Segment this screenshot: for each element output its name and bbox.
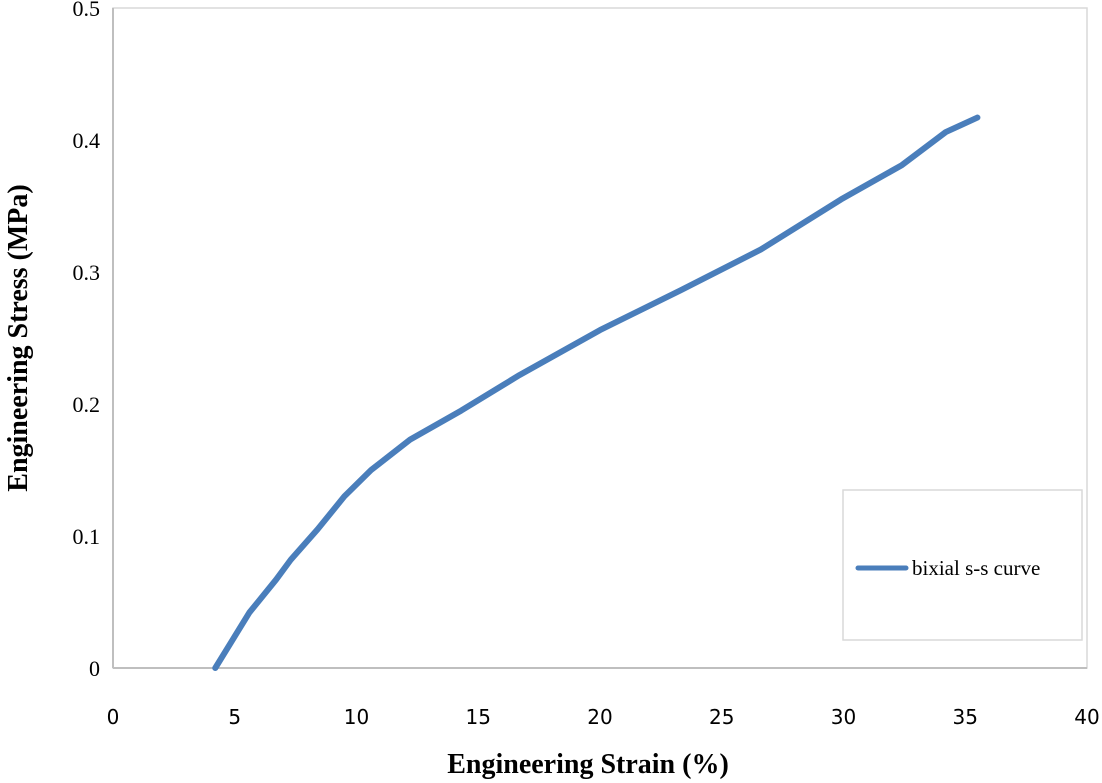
x-tick-label: 10 bbox=[344, 705, 369, 729]
series-line-0 bbox=[212, 114, 981, 671]
legend-box bbox=[842, 489, 1083, 641]
x-tick-label: 15 bbox=[466, 705, 491, 729]
x-tick-label: 35 bbox=[953, 705, 978, 729]
x-tick-label: 0 bbox=[107, 705, 120, 729]
y-axis-label: Engineering Stress (MPa) bbox=[3, 184, 34, 491]
y-tick-label: 0.4 bbox=[73, 128, 101, 153]
x-tick-label: 40 bbox=[1074, 705, 1099, 729]
x-tick-label: 25 bbox=[709, 705, 734, 729]
y-tick-label: 0.3 bbox=[73, 260, 101, 285]
x-tick-label: 20 bbox=[587, 705, 612, 729]
y-tick-label: 0.5 bbox=[73, 0, 101, 21]
y-tick-label: 0.1 bbox=[73, 524, 101, 549]
x-tick-label: 5 bbox=[228, 705, 241, 729]
y-tick-label: 0.2 bbox=[73, 392, 101, 417]
legend-label: bixial s-s curve bbox=[912, 556, 1040, 580]
x-axis-label: Engineering Strain (%) bbox=[447, 749, 729, 780]
x-tick-label: 30 bbox=[831, 705, 856, 729]
y-tick-label: 0 bbox=[89, 656, 100, 681]
legend: bixial s-s curve bbox=[842, 489, 1083, 641]
